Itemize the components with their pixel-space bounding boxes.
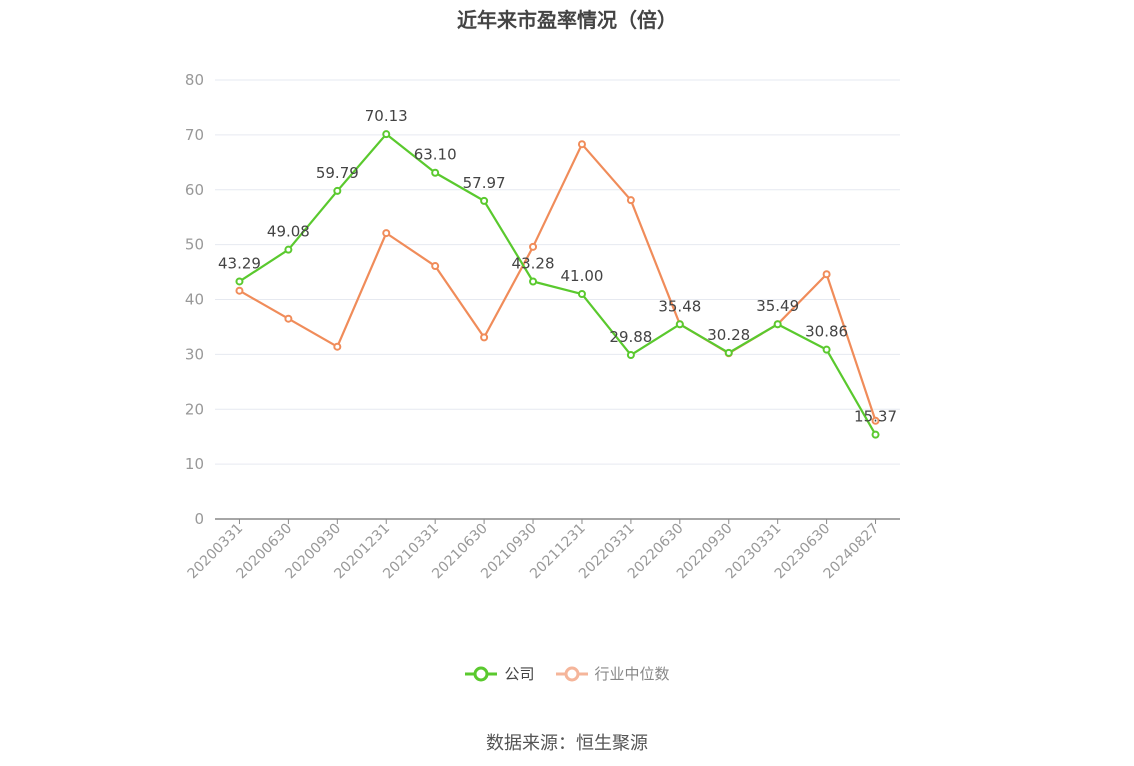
data-label-company: 35.48 — [658, 297, 701, 315]
legend-label-industry: 行业中位数 — [594, 665, 670, 683]
point-industry[interactable] — [284, 314, 293, 323]
y-tick-label: 70 — [185, 126, 204, 144]
series-line-industry — [238, 143, 877, 422]
y-axis: 0 10 20 30 40 50 60 70 80 — [185, 71, 204, 528]
point-company[interactable] — [773, 320, 782, 329]
data-label-company: 30.28 — [707, 326, 750, 344]
y-tick-label: 50 — [185, 236, 204, 254]
point-company[interactable] — [480, 196, 489, 205]
data-label-company: 29.88 — [609, 328, 652, 346]
point-company[interactable] — [529, 277, 538, 286]
point-company[interactable] — [626, 351, 635, 360]
point-company[interactable] — [333, 186, 342, 195]
point-industry[interactable] — [871, 416, 880, 425]
data-label-company: 35.49 — [756, 297, 799, 315]
legend-label-company: 公司 — [504, 665, 535, 683]
point-industry[interactable] — [822, 270, 831, 279]
data-label-company: 59.79 — [316, 164, 359, 182]
y-tick-label: 0 — [194, 510, 204, 528]
point-company[interactable] — [675, 320, 684, 329]
point-industry[interactable] — [529, 242, 538, 251]
data-label-company: 49.08 — [267, 223, 310, 241]
legend: 公司 行业中位数 — [0, 663, 1134, 684]
series-line-company — [238, 133, 877, 436]
point-company[interactable] — [431, 168, 440, 177]
point-industry[interactable] — [382, 229, 391, 238]
data-label-company: 63.10 — [414, 146, 457, 164]
y-tick-label: 10 — [185, 455, 204, 473]
point-company[interactable] — [577, 290, 586, 299]
legend-item-company[interactable]: 公司 — [464, 663, 535, 684]
legend-industry-icon — [555, 666, 588, 681]
point-industry[interactable] — [577, 140, 586, 149]
point-company[interactable] — [235, 277, 244, 286]
x-axis: 2020033120200630202009302020123120210331… — [185, 518, 900, 582]
data-label-company: 15.37 — [854, 408, 897, 426]
data-label-company: 43.29 — [218, 254, 261, 272]
point-industry[interactable] — [626, 196, 635, 205]
legend-item-industry[interactable]: 行业中位数 — [555, 663, 670, 684]
y-tick-label: 40 — [185, 291, 204, 309]
data-label-company: 70.13 — [365, 107, 408, 125]
y-tick-label: 20 — [185, 400, 204, 418]
point-industry[interactable] — [480, 333, 489, 342]
point-company[interactable] — [382, 130, 391, 139]
point-company[interactable] — [284, 245, 293, 254]
point-industry[interactable] — [333, 342, 342, 351]
point-company[interactable] — [871, 430, 880, 439]
data-label-company: 30.86 — [805, 323, 848, 341]
data-label-company: 57.97 — [463, 174, 506, 192]
y-tick-label: 30 — [185, 345, 204, 363]
point-company[interactable] — [724, 348, 733, 357]
point-industry[interactable] — [431, 262, 440, 271]
data-label-company: 41.00 — [560, 267, 603, 285]
y-tick-label: 60 — [185, 181, 204, 199]
grid-lines — [215, 79, 900, 465]
data-label-company: 43.28 — [512, 255, 555, 273]
point-industry[interactable] — [235, 286, 244, 295]
data-labels: 43.29 49.08 59.79 70.13 63.10 57.97 43.28 41.00… — [218, 107, 897, 425]
series-lines — [235, 130, 880, 439]
data-source: 数据来源：恒生聚源 — [486, 733, 648, 754]
point-company[interactable] — [822, 345, 831, 354]
y-tick-label: 80 — [185, 71, 204, 89]
legend-company-icon — [465, 666, 498, 681]
chart-title: 近年来市盈率情况（倍） — [457, 8, 677, 32]
